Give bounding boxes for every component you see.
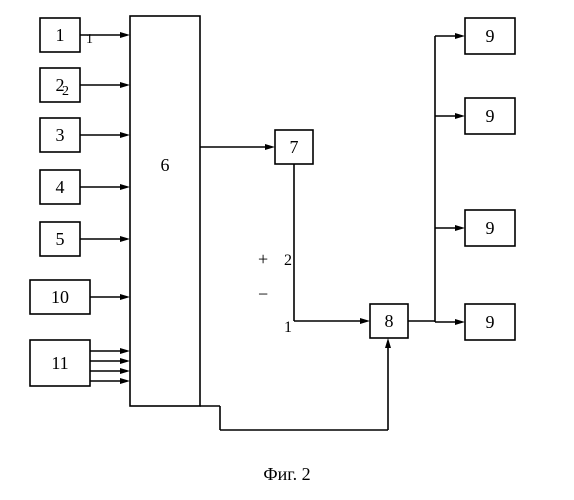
node-n9c: 9 [465, 210, 515, 246]
node-n8: 8 [370, 304, 408, 338]
node-label: 9 [486, 218, 495, 238]
node-n4: 4 [40, 170, 80, 204]
annotation: + [258, 249, 268, 269]
node-n1: 1 [40, 18, 80, 52]
node-label: 8 [385, 311, 394, 331]
annotation: 1 [284, 319, 292, 336]
node-n5: 5 [40, 222, 80, 256]
node-label: 9 [486, 312, 495, 332]
node-label: 6 [161, 155, 170, 175]
node-label: 3 [56, 125, 65, 145]
node-label: 7 [290, 137, 299, 157]
annotation: 2 [284, 252, 292, 269]
node-n9a: 9 [465, 18, 515, 54]
node-n10: 10 [30, 280, 90, 314]
node-n7: 7 [275, 130, 313, 164]
node-n2: 2 [40, 68, 80, 102]
node-n11: 11 [30, 340, 90, 386]
annotation: 2 [62, 84, 69, 99]
node-label: 9 [486, 26, 495, 46]
figure-caption: Фиг. 2 [263, 464, 310, 484]
node-n9d: 9 [465, 304, 515, 340]
node-n6: 6 [130, 16, 200, 406]
annotation: − [258, 284, 268, 304]
node-n3: 3 [40, 118, 80, 152]
node-label: 1 [56, 25, 65, 45]
node-label: 5 [56, 229, 65, 249]
node-label: 4 [56, 177, 65, 197]
node-n9b: 9 [465, 98, 515, 134]
annotation: 1 [86, 32, 93, 47]
node-label: 9 [486, 106, 495, 126]
node-label: 10 [51, 287, 69, 307]
node-label: 11 [51, 353, 68, 373]
